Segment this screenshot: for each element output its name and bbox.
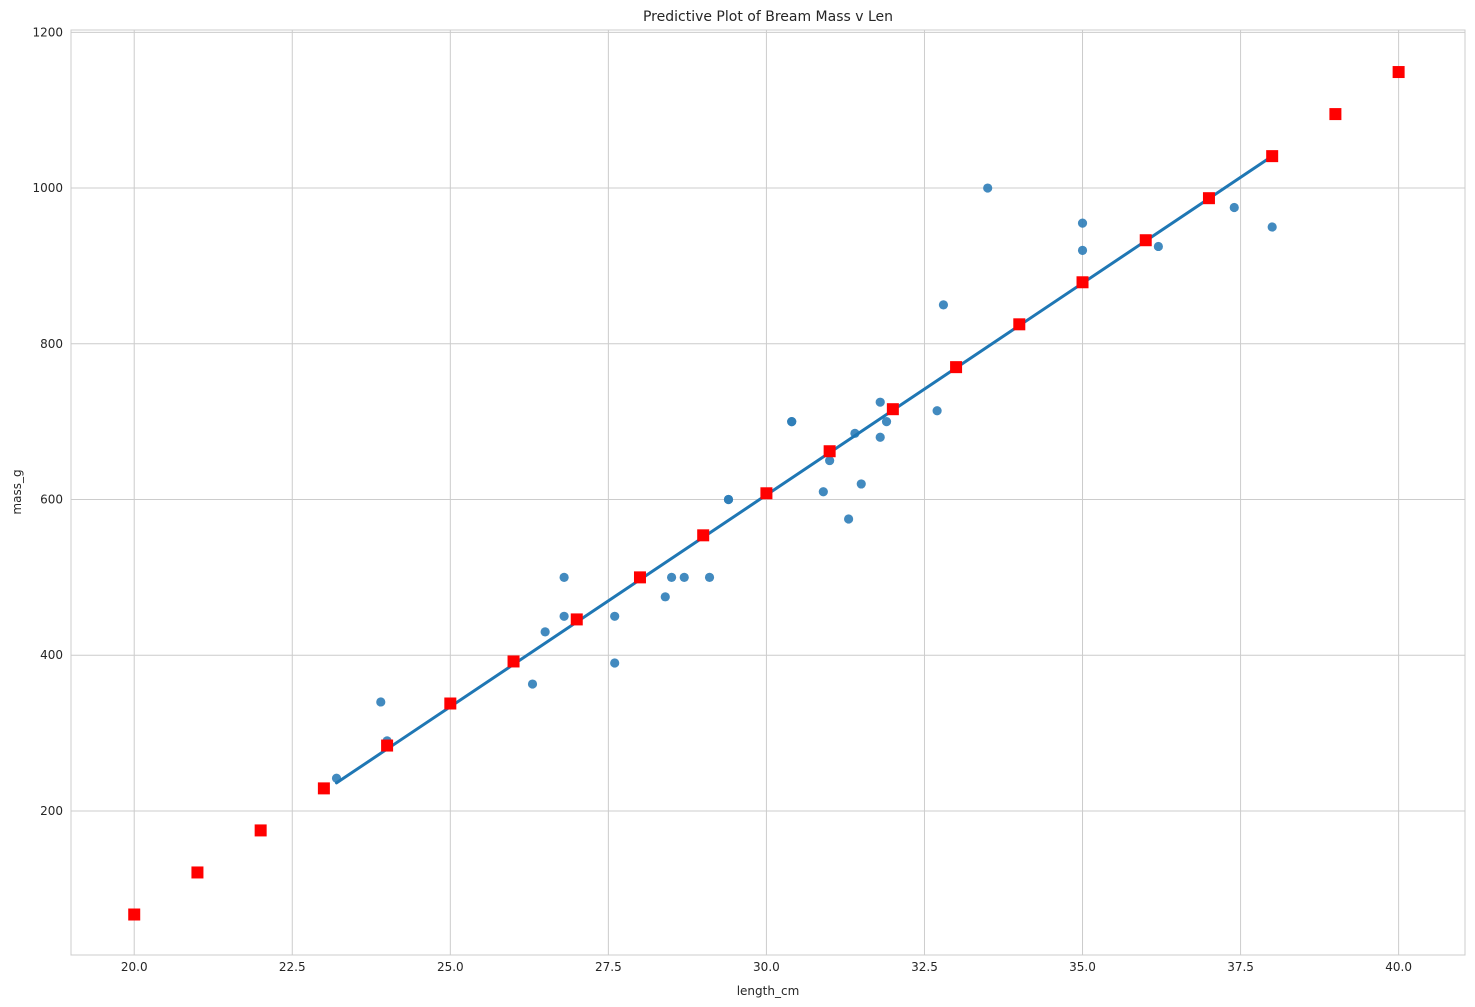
observed-point <box>1077 245 1088 255</box>
predicted-point <box>507 655 520 668</box>
predicted-points <box>128 66 1405 921</box>
x-tick-label: 20.0 <box>121 960 148 974</box>
observed-point <box>610 658 620 668</box>
plot-frame <box>70 29 1466 956</box>
predicted-point <box>1392 66 1405 79</box>
predicted-point <box>760 487 773 500</box>
x-tick-label: 25.0 <box>437 960 464 974</box>
observed-point <box>540 627 550 637</box>
observed-point <box>1077 218 1088 228</box>
observed-point <box>660 592 670 602</box>
observed-point <box>825 455 835 466</box>
observed-point <box>875 432 885 442</box>
x-tick-label: 22.5 <box>279 960 306 974</box>
grid-lines <box>71 30 1465 955</box>
predicted-point <box>1139 234 1152 247</box>
y-tick-labels: 200 400 600 800 1000 1200 <box>32 25 63 818</box>
observed-point <box>559 611 569 621</box>
observed-point <box>932 406 942 416</box>
chart-title: Predictive Plot of Bream Mass v Len <box>643 9 893 25</box>
y-tick-label: 1000 <box>32 181 63 195</box>
observed-point <box>983 183 993 193</box>
x-tick-label: 27.5 <box>595 960 622 974</box>
y-tick-label: 800 <box>40 337 63 351</box>
fit-line <box>335 154 1274 785</box>
x-tick-label: 30.0 <box>753 960 780 974</box>
observed-point <box>559 572 569 582</box>
predicted-point <box>1202 192 1215 205</box>
y-tick-label: 400 <box>40 648 63 662</box>
y-tick-label: 600 <box>40 493 63 507</box>
predicted-point <box>317 782 330 795</box>
observed-point <box>679 572 689 582</box>
observed-point <box>818 487 828 497</box>
observed-point <box>376 697 386 707</box>
observed-points <box>331 183 1277 783</box>
observed-point <box>666 572 677 582</box>
x-tick-label: 32.5 <box>911 960 938 974</box>
y-axis-label: mass_g <box>10 469 24 514</box>
observed-point <box>610 611 620 621</box>
predicted-point <box>191 866 204 879</box>
predicted-point <box>1329 108 1342 121</box>
x-axis-label: length_cm <box>737 984 800 998</box>
x-tick-label: 40.0 <box>1385 960 1412 974</box>
predicted-point <box>950 361 963 374</box>
observed-point <box>938 300 949 310</box>
predicted-point <box>886 403 899 416</box>
predicted-point <box>633 571 646 584</box>
observed-point <box>723 494 734 505</box>
observed-point <box>881 417 892 427</box>
observed-point <box>875 397 885 407</box>
predicted-point <box>444 697 457 710</box>
predicted-point <box>823 445 836 458</box>
y-tick-label: 1200 <box>32 25 63 39</box>
observed-point <box>1267 222 1277 232</box>
observed-point <box>1229 202 1239 213</box>
predicted-point <box>381 739 394 752</box>
x-tick-label: 37.5 <box>1227 960 1254 974</box>
fit-line-group <box>335 154 1274 785</box>
observed-point <box>704 572 715 582</box>
observed-point <box>856 479 866 489</box>
predicted-point <box>570 613 583 626</box>
observed-point <box>787 417 797 427</box>
predicted-point <box>697 529 710 542</box>
predicted-point <box>254 824 267 837</box>
observed-point <box>1153 241 1163 252</box>
x-tick-label: 35.0 <box>1069 960 1096 974</box>
x-tick-labels: 20.0 22.5 25.0 27.5 30.0 32.5 35.0 37.5 40.0 <box>121 960 1412 974</box>
y-tick-label: 200 <box>40 804 63 818</box>
predicted-point <box>1076 276 1089 289</box>
observed-point <box>527 679 538 689</box>
predicted-point <box>128 908 141 921</box>
predicted-point <box>1266 150 1279 163</box>
observed-point <box>844 514 854 524</box>
predicted-point <box>1013 318 1026 331</box>
